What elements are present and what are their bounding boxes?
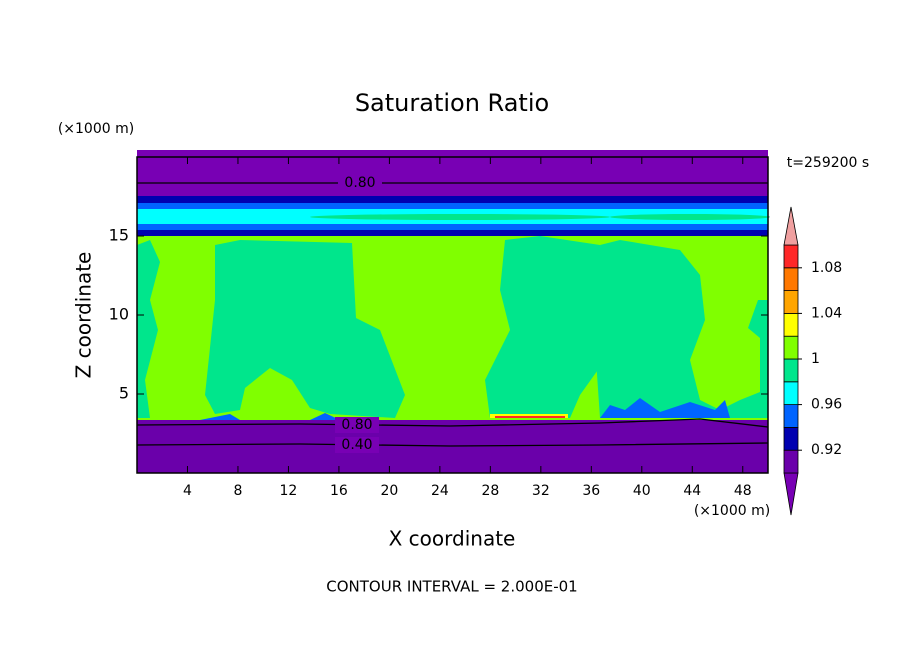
- contour-label: 0.40: [341, 437, 372, 453]
- colorbar-swatch: [783, 381, 799, 405]
- colorbar-swatch: [783, 244, 799, 269]
- contour-region: [137, 224, 768, 230]
- contour-region: [485, 236, 608, 418]
- x-tick-label: 40: [633, 483, 651, 499]
- contour-line: [136, 418, 769, 428]
- colorbar-swatch: [783, 426, 799, 451]
- y-tick-label: 10: [109, 305, 129, 324]
- contour-region: [310, 413, 340, 420]
- y-axis-label: Z coordinate: [72, 252, 96, 379]
- contour-region: [137, 240, 160, 418]
- contour-region: [592, 240, 768, 418]
- contour-region: [137, 203, 768, 209]
- contour-region: [495, 416, 565, 418]
- contour-label-bg: [335, 437, 379, 453]
- contour-region: [600, 398, 730, 418]
- colorbar-swatch: [783, 267, 799, 291]
- colorbar-swatch: [783, 449, 799, 474]
- colorbar-swatch: [783, 358, 799, 383]
- contour-line: [136, 442, 769, 447]
- colorbar-swatch: [783, 335, 799, 360]
- contour-region: [200, 414, 240, 420]
- contour-label-bg: [338, 175, 382, 191]
- x-tick-label: 44: [683, 483, 701, 499]
- contour-label: 0.80: [341, 417, 372, 433]
- colorbar-swatch: [783, 472, 799, 516]
- x-tick-label: 24: [431, 483, 449, 499]
- x-tick-label: 12: [280, 483, 298, 499]
- y-tick-label: 5: [119, 384, 129, 403]
- contour-label: 0.80: [344, 175, 375, 191]
- x-tick-label: 20: [380, 483, 398, 499]
- colorbar-swatch: [783, 312, 799, 337]
- colorbar-tick-label: 0.96: [811, 397, 842, 413]
- x-axis-label: X coordinate: [389, 527, 516, 551]
- x-tick-label: 28: [481, 483, 499, 499]
- contour-region: [137, 157, 768, 196]
- time-label: t=259200 s: [787, 155, 869, 171]
- x-tick-label: 32: [532, 483, 550, 499]
- contour-label-bg: [335, 417, 379, 433]
- contour-region: [137, 230, 768, 236]
- contour-region: [610, 214, 770, 220]
- x-unit: (×1000 m): [694, 503, 770, 519]
- y-tick-label: 15: [109, 226, 129, 245]
- colorbar-tick-label: 1.08: [811, 260, 842, 276]
- contour-region: [310, 214, 610, 220]
- x-tick-label: 16: [330, 483, 348, 499]
- chart-title: Saturation Ratio: [355, 89, 549, 117]
- colorbar-tick-label: 1.04: [811, 305, 842, 321]
- x-tick-label: 48: [734, 483, 752, 499]
- x-tick-label: 36: [582, 483, 600, 499]
- contour-region: [137, 196, 768, 203]
- x-tick-label: 8: [233, 483, 242, 499]
- colorbar-tick-label: 0.92: [811, 442, 842, 458]
- colorbar-swatch: [783, 206, 799, 246]
- footer: CONTOUR INTERVAL = 2.000E-01: [326, 578, 577, 596]
- colorbar-swatch: [783, 404, 799, 428]
- colorbar-swatch: [783, 290, 799, 314]
- contour-region: [205, 240, 405, 418]
- y-unit: (×1000 m): [58, 121, 134, 137]
- x-tick-label: 4: [183, 483, 192, 499]
- colorbar-tick-label: 1: [811, 351, 820, 367]
